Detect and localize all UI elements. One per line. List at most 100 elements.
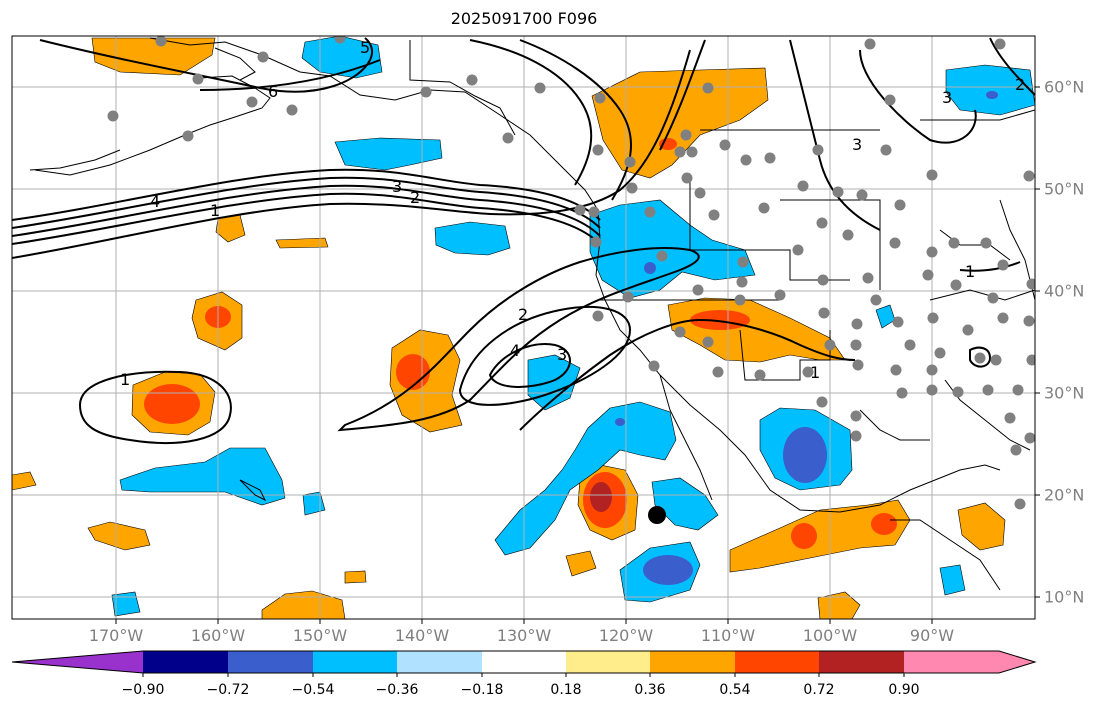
station-dot [702, 336, 714, 348]
contour-label: 5 [360, 38, 370, 57]
station-dot [792, 244, 804, 256]
station-dot [574, 204, 586, 216]
station-dot [680, 129, 692, 141]
colorbar-tick-label: −0.90 [121, 682, 165, 698]
station-dot [974, 352, 986, 364]
lat-label: 30°N [1044, 383, 1085, 403]
colorbar-segment [819, 651, 904, 673]
lon-label: 90°W [909, 626, 955, 645]
contour-label: 2 [410, 188, 420, 207]
station-dot [681, 172, 693, 184]
station-dot [856, 189, 868, 201]
colorbar-tick-label: 0.54 [719, 682, 751, 698]
contour-label: 3 [557, 345, 567, 364]
station-dot [850, 410, 862, 422]
station-dot [850, 430, 862, 442]
contour-label: 4 [510, 341, 520, 360]
station-dot [926, 169, 938, 181]
lon-label: 120°W [598, 626, 654, 645]
station-dot [896, 387, 908, 399]
station-dot [694, 187, 706, 199]
colorbar-segment [735, 651, 819, 673]
contour-label: 3 [942, 88, 952, 107]
station-dot [648, 360, 660, 372]
station-dot [1026, 278, 1035, 290]
station-dot [987, 292, 999, 304]
colorbar-tick-label: 0.72 [803, 682, 835, 698]
station-dot [802, 366, 814, 378]
station-dot [764, 152, 776, 164]
station-dot [797, 180, 809, 192]
station-dot [892, 316, 904, 328]
station-dot [708, 209, 720, 221]
contour-label: 1 [210, 201, 220, 220]
station-dot [1023, 315, 1035, 327]
station-dot [926, 384, 938, 396]
station-dot [952, 386, 964, 398]
lon-label: 110°W [700, 626, 756, 645]
station-dot [626, 182, 638, 194]
lat-label: 50°N [1044, 179, 1085, 199]
station-dot [862, 272, 874, 284]
lon-label: 130°W [496, 626, 552, 645]
station-dot [982, 384, 994, 396]
station-dot [774, 289, 786, 301]
colorbar-extend-high [999, 651, 1035, 673]
station-dot [754, 369, 766, 381]
station-dot [644, 206, 656, 218]
lon-label: 100°W [802, 626, 858, 645]
station-dot [817, 274, 829, 286]
colorbar-tick-label: −0.36 [375, 682, 419, 698]
station-dot [934, 347, 946, 359]
station-dot [656, 250, 668, 262]
contour-label: 1 [965, 262, 975, 281]
station-dot [812, 144, 824, 156]
colorbar-tick-label: 0.90 [888, 682, 920, 698]
contour-label: 3 [392, 177, 402, 196]
contour-label: 3 [852, 135, 862, 154]
station-dot [889, 237, 901, 249]
contour-label: 1 [810, 363, 820, 382]
station-dot [816, 217, 828, 229]
colorbar-segment [904, 651, 999, 673]
station-dot [1012, 384, 1024, 396]
station-dot [824, 339, 836, 351]
station-dot [246, 96, 258, 108]
station-dot [590, 236, 602, 248]
colorbar-segment [397, 651, 482, 673]
islands [29, 149, 267, 502]
station-dot [719, 139, 731, 151]
lat-label: 40°N [1044, 281, 1085, 301]
station-dot [880, 144, 892, 156]
station-dot [758, 202, 770, 214]
station-dot [334, 36, 346, 44]
station-dot [534, 82, 546, 94]
station-dot [740, 154, 752, 166]
colorbar-segment [228, 651, 313, 673]
anomaly-fill-layer [12, 36, 1035, 619]
station-dot [624, 156, 636, 168]
colorbar-segment [482, 651, 566, 673]
contour-label: 1 [120, 370, 130, 389]
station-dot [870, 294, 882, 306]
station-dot [107, 110, 119, 122]
station-dot [884, 94, 896, 106]
station-dot [864, 38, 876, 50]
station-dot [818, 307, 830, 319]
station-dot [588, 206, 600, 218]
station-dot [926, 364, 938, 376]
station-dot [502, 132, 514, 144]
graticule [12, 36, 1035, 619]
station-dot [852, 359, 864, 371]
station-dot [420, 86, 432, 98]
station-dot [622, 291, 634, 303]
colorbar-tick-label: −0.72 [206, 682, 250, 698]
colorbar [11, 650, 1037, 677]
station-dot [1014, 498, 1026, 510]
station-dot [686, 146, 698, 158]
lon-label: 170°W [88, 626, 144, 645]
station-dot [692, 284, 704, 296]
station-dot [904, 339, 916, 351]
station-dot [816, 396, 828, 408]
